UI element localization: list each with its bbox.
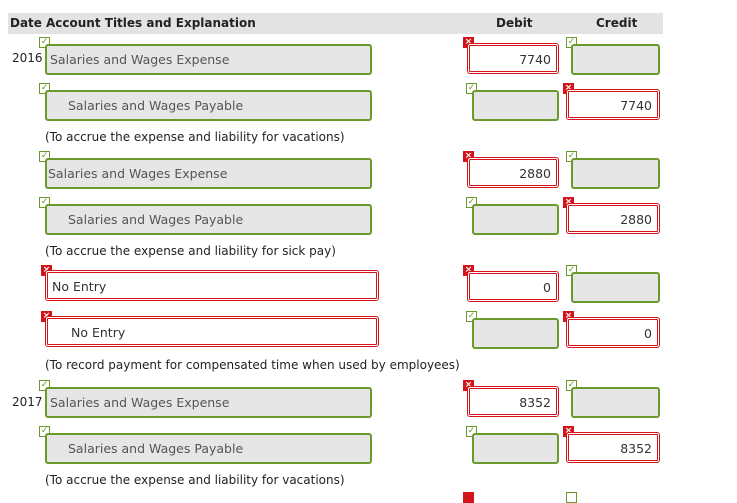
correct-check-icon: ✓	[39, 151, 50, 162]
account-field[interactable]: Salaries and Wages Payable	[45, 90, 372, 121]
debit-field[interactable]: 8352	[467, 386, 559, 417]
correct-check-icon: ✓	[39, 426, 50, 437]
debit-header: Debit	[496, 16, 533, 30]
credit-header: Credit	[596, 16, 638, 30]
account-field[interactable]: Salaries and Wages Expense	[45, 158, 372, 189]
account-field[interactable]: Salaries and Wages Expense	[45, 44, 372, 75]
account-field[interactable]: No Entry	[45, 316, 379, 347]
account-field[interactable]: Salaries and Wages Payable	[45, 204, 372, 235]
account-header: Account Titles and Explanation	[46, 16, 256, 30]
correct-check-icon: ✓	[466, 83, 477, 94]
credit-field[interactable]: 8352	[566, 432, 660, 463]
incorrect-x-icon	[463, 492, 474, 503]
correct-check-icon: ✓	[39, 37, 50, 48]
correct-check-icon: ✓	[39, 197, 50, 208]
debit-field[interactable]	[472, 90, 559, 121]
correct-check-icon: ✓	[466, 426, 477, 437]
table-header: Date Account Titles and Explanation Debi…	[8, 13, 663, 34]
credit-field[interactable]	[571, 387, 660, 418]
correct-check-icon: ✓	[466, 311, 477, 322]
credit-field[interactable]: 7740	[566, 89, 660, 120]
credit-field[interactable]	[571, 272, 660, 303]
account-field[interactable]: No Entry	[45, 270, 379, 301]
entry-date: 2017	[12, 395, 43, 409]
correct-check-icon	[566, 492, 577, 503]
credit-field[interactable]: 2880	[566, 203, 660, 234]
entry-date: 2016	[12, 51, 43, 65]
debit-field[interactable]: 2880	[467, 157, 559, 188]
debit-field[interactable]	[472, 204, 559, 235]
account-field[interactable]: Salaries and Wages Expense	[45, 387, 372, 418]
account-field[interactable]: Salaries and Wages Payable	[45, 433, 372, 464]
credit-field[interactable]	[571, 158, 660, 189]
correct-check-icon: ✓	[39, 380, 50, 391]
entry-explanation: (To record payment for compensated time …	[45, 358, 460, 372]
entry-explanation: (To accrue the expense and liability for…	[45, 130, 345, 144]
correct-check-icon: ✓	[39, 83, 50, 94]
correct-check-icon: ✓	[466, 197, 477, 208]
debit-field[interactable]: 7740	[467, 43, 559, 74]
date-header: Date	[10, 16, 42, 30]
entry-explanation: (To accrue the expense and liability for…	[45, 473, 345, 487]
credit-field[interactable]: 0	[566, 317, 660, 348]
debit-field[interactable]	[472, 433, 559, 464]
entry-explanation: (To accrue the expense and liability for…	[45, 244, 336, 258]
debit-field[interactable]	[472, 318, 559, 349]
debit-field[interactable]: 0	[467, 271, 559, 302]
credit-field[interactable]	[571, 44, 660, 75]
